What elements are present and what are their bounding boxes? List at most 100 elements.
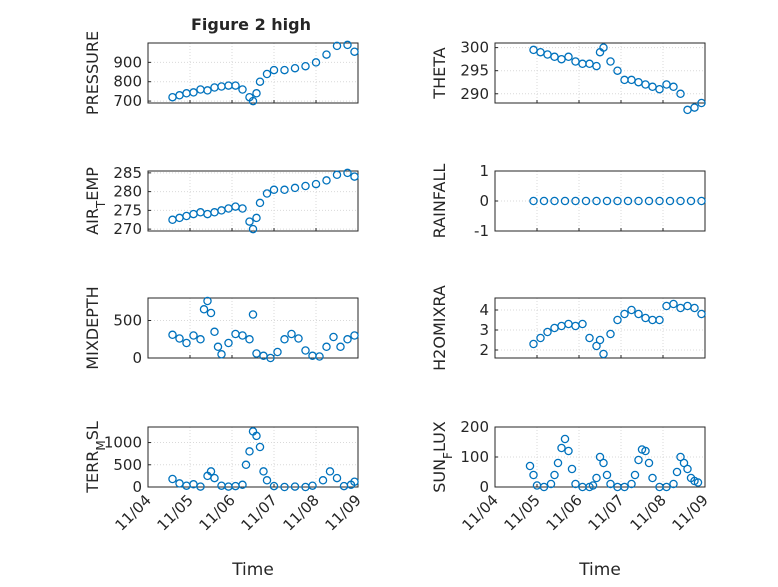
data-point [168, 330, 177, 340]
y-tick-label: 700 [113, 92, 142, 110]
data-point [238, 204, 247, 213]
data-point [655, 196, 664, 206]
data-point [269, 481, 279, 491]
axes-box [147, 297, 359, 359]
data-point [623, 196, 633, 206]
data-point [255, 198, 265, 208]
data-point [550, 196, 559, 206]
data-point [248, 224, 258, 234]
data-point [662, 482, 671, 492]
data-point [280, 482, 289, 492]
data-point [252, 213, 261, 223]
y-axis-label: MIXDEPTH [83, 286, 102, 369]
data-point [543, 327, 552, 337]
y-axis-label: H2OMIXRA [430, 285, 449, 371]
data-point [329, 332, 338, 342]
y-axis-label: TERRMSL [83, 421, 108, 494]
data-point [560, 434, 570, 444]
data-point [560, 196, 570, 206]
data-point [350, 47, 359, 56]
data-point [332, 41, 342, 51]
data-point [599, 43, 608, 52]
data-point [697, 309, 706, 319]
y-tick-label: 285 [113, 164, 142, 182]
data-point [592, 473, 601, 483]
data-point [238, 85, 247, 94]
data-point [630, 470, 640, 480]
data-point [578, 319, 587, 329]
data-point [690, 103, 699, 112]
data-point [213, 342, 223, 352]
data-point [182, 338, 191, 348]
data-point [581, 196, 591, 206]
data-point [266, 353, 275, 363]
data-point [255, 442, 265, 452]
data-point [280, 335, 289, 344]
data-point [672, 467, 682, 477]
y-tick-label: 290 [460, 85, 489, 103]
data-point [539, 196, 549, 206]
data-point [536, 333, 545, 343]
data-point [529, 339, 538, 349]
subplot-theta: 290 295 300 THETA [430, 39, 706, 115]
data-point [644, 458, 654, 468]
data-point [676, 89, 685, 99]
y-tick-label: 300 [460, 39, 489, 57]
data-point [634, 196, 643, 206]
data-point [231, 81, 240, 90]
axes-box [147, 42, 359, 104]
data-point [189, 88, 198, 97]
data-point [606, 57, 615, 66]
data-point [245, 217, 254, 226]
data-point [322, 50, 331, 59]
data-point [248, 96, 258, 106]
x-axis-label: Time [231, 560, 274, 580]
data-point [627, 479, 636, 489]
data-point [322, 176, 331, 185]
y-tick-label: 1 [479, 162, 489, 180]
data-point [648, 473, 657, 483]
data-point [676, 196, 685, 206]
data-point [238, 331, 247, 340]
data-point [690, 303, 699, 313]
data-point [592, 196, 601, 206]
data-point [332, 170, 342, 180]
data-point [248, 310, 258, 319]
data-point [280, 65, 289, 75]
data-point [290, 482, 300, 491]
data-point [655, 315, 664, 325]
data-point [525, 461, 535, 471]
data-point [550, 470, 559, 480]
data-point [269, 65, 279, 75]
data-point [606, 479, 615, 489]
data-point [588, 481, 598, 490]
y-tick-label: 900 [113, 53, 142, 71]
y-axis-label: THETA [430, 47, 449, 99]
data-point [206, 467, 216, 476]
data-point [350, 172, 359, 181]
data-point [262, 69, 272, 79]
data-point [332, 473, 342, 483]
data-point [539, 482, 549, 492]
data-point [613, 196, 622, 206]
figure-title: Figure 2 high [191, 15, 311, 34]
data-point [245, 447, 254, 456]
data-point [557, 443, 566, 453]
data-point [262, 476, 272, 485]
y-tick-label: 280 [113, 183, 142, 201]
y-tick-label: 0 [132, 349, 142, 367]
data-point [262, 189, 272, 198]
data-point [571, 196, 580, 206]
data-point [613, 66, 622, 75]
data-point [210, 327, 219, 337]
data-point [620, 309, 629, 319]
data-point [168, 474, 177, 484]
data-point [343, 168, 352, 178]
data-point [189, 331, 198, 340]
y-tick-label: 0 [479, 478, 489, 496]
